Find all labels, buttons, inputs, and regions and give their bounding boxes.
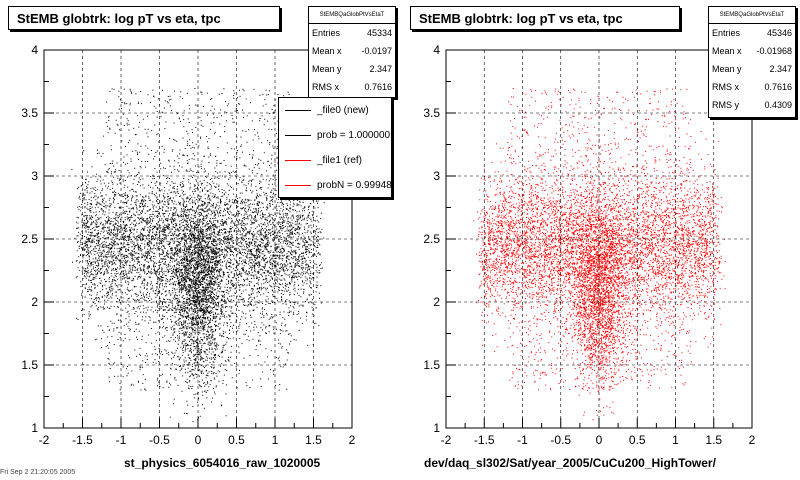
x-tick-label: -2 — [39, 433, 50, 447]
chart-title-right-text: StEMB globtrk: log pT vs eta, tpc — [419, 10, 623, 26]
stats-header-left: StEMBQaGlobPtVsEtaT — [309, 7, 395, 24]
stats-row-mean-y: Mean y 2.347 — [712, 64, 792, 74]
stats-box-right: StEMBQaGlobPtVsEtaT Entries 45346 Mean x-… — [708, 6, 796, 118]
stats-row-entries: Entries 45334 — [312, 28, 392, 38]
x-tick-label: -0.5 — [550, 433, 571, 447]
stats-row-rms-x: RMS x 0.7616 — [312, 82, 392, 92]
x-tick-label: 0 — [596, 433, 603, 447]
x-tick-label: -2 — [441, 433, 452, 447]
stats-header-right: StEMBQaGlobPtVsEtaT — [709, 7, 795, 24]
y-tick-label: 3.5 — [21, 106, 38, 120]
x-tick-label: -1.5 — [72, 433, 93, 447]
x-tick-label: 1 — [272, 433, 279, 447]
chart-title-right: StEMB globtrk: log pT vs eta, tpc — [410, 6, 680, 30]
y-tick-label: 1 — [433, 421, 440, 435]
legend-item-probn: probN = 0.99948 — [279, 173, 391, 197]
x-tick-label: 0.5 — [629, 433, 646, 447]
scatter-plot-right: -2 -1.5 -1 -0.5 0 0.5 1 1.5 2 1 1.5 2 2.5 3 3.5 4 — [423, 43, 755, 447]
legend-line-icon — [285, 135, 311, 136]
y-tick-label: 3 — [433, 169, 440, 183]
footer-timestamp: Fri Sep 2 21:20:05 2005 — [0, 469, 76, 476]
chart-title-left-text: StEMB globtrk: log pT vs eta, tpc — [17, 10, 221, 26]
stats-row-mean-x: Mean x -0.01968 — [712, 46, 792, 56]
stats-row-entries: Entries 45346 — [712, 28, 792, 38]
legend-item-file1: _file1 (ref) — [279, 148, 391, 173]
x-tick-label: 1.5 — [305, 433, 322, 447]
x-tick-label: -1 — [116, 433, 127, 447]
y-tick-label: 1 — [31, 421, 38, 435]
y-tick-label: 1.5 — [423, 358, 440, 372]
x-axis-label-right: dev/daq_sl302/Sat/year_2005/CuCu200_High… — [424, 456, 716, 470]
legend-box: _file0 (new) prob = 1.000000 _file1 (ref… — [278, 97, 392, 198]
stats-row-rms-x: RMS x 0.7616 — [712, 82, 792, 92]
y-tick-label: 4 — [433, 43, 440, 57]
y-tick-label: 2.5 — [21, 232, 38, 246]
x-tick-label: 2 — [349, 433, 356, 447]
x-tick-label: 0 — [195, 433, 202, 447]
y-tick-label: 3 — [31, 169, 38, 183]
x-tick-label: 0.5 — [228, 433, 245, 447]
y-tick-label: 4 — [31, 43, 38, 57]
y-tick-label: 1.5 — [21, 358, 38, 372]
legend-line-icon — [285, 110, 311, 111]
x-tick-label: -0.5 — [149, 433, 170, 447]
y-tick-label: 2.5 — [423, 232, 440, 246]
chart-title-left: StEMB globtrk: log pT vs eta, tpc — [8, 6, 280, 30]
stats-row-rms-y: RMS y 0.4309 — [712, 100, 792, 110]
x-tick-label: 2 — [749, 433, 756, 447]
legend-line-icon — [285, 160, 311, 161]
x-axis-label-left: st_physics_6054016_raw_1020005 — [124, 456, 321, 470]
y-tick-label: 2 — [31, 295, 38, 309]
stats-box-left: StEMBQaGlobPtVsEtaT Entries 45334 Mean x-… — [308, 6, 396, 98]
x-tick-label: 1.5 — [705, 433, 722, 447]
x-tick-label: 1 — [672, 433, 679, 447]
y-tick-label: 2 — [433, 295, 440, 309]
y-tick-label: 3.5 — [423, 106, 440, 120]
legend-item-prob: prob = 1.000000 — [279, 123, 391, 148]
x-tick-label: -1.5 — [474, 433, 495, 447]
stats-row-mean-y: Mean y 2.347 — [312, 64, 392, 74]
legend-item-file0: _file0 (new) — [279, 98, 391, 123]
stats-row-mean-x: Mean x -0.0197 — [312, 46, 392, 56]
legend-line-icon — [285, 185, 311, 186]
x-tick-label: -1 — [517, 433, 528, 447]
